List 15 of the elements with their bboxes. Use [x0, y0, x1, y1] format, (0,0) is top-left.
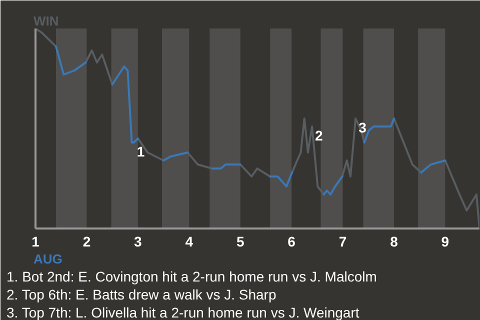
text: 2. Top 6th: E. Batts drew a walk vs J. Sharp [6, 286, 276, 302]
annotation: 3 [358, 120, 367, 136]
x-tick-label: 8 [390, 234, 398, 250]
annotation: 1 [136, 144, 145, 160]
x-tick-label: 1 [32, 234, 40, 250]
x-tick-label: 9 [441, 234, 450, 250]
x-tick-label: 4 [185, 234, 194, 250]
text: AUG [34, 252, 62, 266]
text: 1. Bot 2nd: E. Covington hit a 2-run home run vs J. Malcolm [6, 268, 377, 284]
annotation: 2 [315, 128, 324, 144]
x-tick-label: 7 [338, 234, 347, 250]
x-tick-label: 5 [236, 234, 244, 250]
x-tick-label: 2 [82, 234, 91, 250]
x-tick-label: 3 [134, 234, 142, 250]
x-tick-label: 6 [288, 234, 296, 250]
